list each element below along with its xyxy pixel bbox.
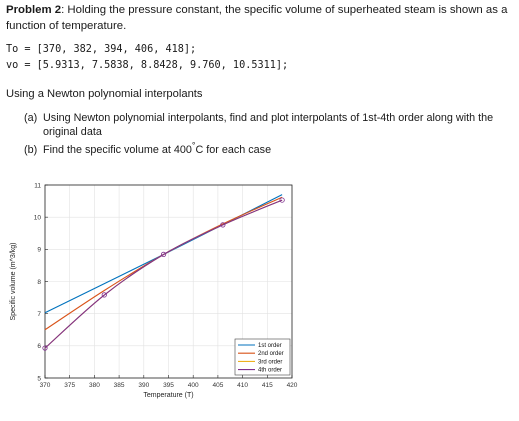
series-line-3 — [44, 199, 283, 349]
y-tick-label: 7 — [37, 311, 41, 318]
task-a-label: (a) — [24, 112, 38, 124]
y-tick-label: 11 — [34, 182, 41, 189]
code-line-volume: vo = [5.9313, 7.5838, 8.8428, 9.760, 10.… — [6, 60, 289, 71]
data-point-marker — [42, 345, 48, 351]
data-point-marker — [160, 251, 167, 257]
x-tick-label: 370 — [40, 382, 51, 389]
x-tick-label: 380 — [89, 382, 100, 389]
legend-entry: 2nd order — [258, 351, 284, 357]
x-tick-label: 385 — [114, 382, 125, 389]
x-tick-label: 395 — [163, 382, 174, 389]
task-a-text: Using Newton polynomial interpolants, fi… — [43, 112, 494, 138]
series-line-1 — [44, 194, 283, 314]
x-tick-label: 410 — [237, 382, 248, 389]
x-tick-label: 415 — [262, 382, 273, 389]
y-tick-label: 6 — [37, 343, 41, 350]
y-tick-label: 9 — [37, 247, 41, 254]
x-tick-labels: 370 375 380 385 390 395 400 405 410 415 420 — [40, 382, 298, 389]
y-axis-label: Specific volume (m^3/kg) — [10, 243, 17, 321]
task-b-text-before: Find the specific volume at 400 — [43, 144, 192, 156]
problem-text: : Holding the pressure constant, the spe… — [6, 4, 508, 32]
task-b-text-after: C for each case — [195, 144, 272, 156]
task-a: (a) Using Newton polynomial interpolants,… — [24, 111, 512, 139]
series-line-4 — [44, 199, 283, 349]
legend-entry: 4th order — [258, 368, 282, 374]
y-tick-labels: 5 6 7 8 9 10 11 — [34, 182, 42, 382]
problem-label: Problem 2 — [6, 4, 62, 16]
data-point-marker — [220, 222, 226, 228]
y-tick-label: 8 — [37, 279, 41, 286]
x-axis-label: Temperature (T) — [143, 392, 193, 399]
x-tick-label: 420 — [287, 382, 298, 389]
data-point-marker — [279, 197, 285, 203]
y-tick-label: 5 — [37, 375, 41, 382]
task-b-label: (b) — [24, 144, 38, 156]
data-point-marker — [101, 292, 107, 298]
problem-statement: Problem 2: Holding the pressure constant… — [6, 2, 511, 34]
plot-area-frame — [44, 184, 293, 379]
x-tick-label: 390 — [138, 382, 149, 389]
legend-entry: 3rd order — [258, 359, 282, 365]
data-point-markers — [42, 197, 285, 351]
interpolation-chart: 370 375 380 385 390 395 400 405 410 415 420 5 6 7 8 9 1… — [10, 182, 298, 399]
y-tick-label: 10 — [34, 214, 42, 221]
code-line-temperature: To = [370, 382, 394, 406, 418]; — [6, 44, 197, 55]
task-b: (b) Find the specific volume at 400°C for… — [24, 140, 512, 157]
legend-entry: 1st order — [258, 343, 282, 349]
x-tick-label: 375 — [64, 382, 75, 389]
x-tick-label: 400 — [188, 382, 199, 389]
degree-symbol: ° — [191, 140, 196, 151]
task-b-text: Find the specific volume at 400°C for ea… — [43, 140, 508, 157]
chart-legend: 1st order 2nd order 3rd order 4th order — [234, 338, 291, 376]
series-lines — [44, 194, 283, 349]
x-tick-label: 405 — [212, 382, 223, 389]
subheading: Using a Newton polynomial interpolants — [6, 88, 203, 100]
